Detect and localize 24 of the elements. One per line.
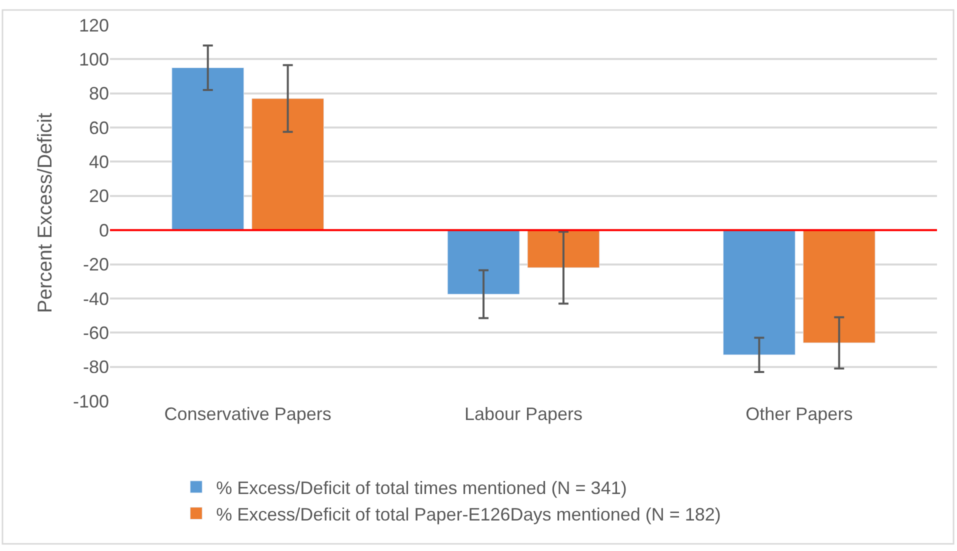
y-tick-label: 120 [78, 15, 109, 36]
x-tick-label: Other Papers [746, 404, 853, 424]
legend-label: % Excess/Deficit of total Paper-E126Days mentioned (N = 182) [216, 504, 721, 524]
y-tick-label: 0 [98, 220, 109, 240]
y-tick-label: -60 [82, 322, 109, 343]
y-tick-label: 40 [88, 152, 109, 172]
bar [527, 230, 600, 268]
bar [802, 230, 876, 344]
y-tick-label: -80 [82, 357, 109, 378]
y-tick-label: 20 [88, 186, 109, 206]
x-tick-label: Conservative Papers [164, 404, 332, 424]
y-tick-label: -20 [82, 254, 109, 275]
y-tick-label: 100 [78, 49, 109, 70]
bar [722, 230, 796, 356]
y-tick-label: -100 [72, 391, 109, 412]
y-axis-title: Percent Excess/Deficit [34, 112, 56, 314]
bar [172, 67, 244, 230]
y-tick-label: 60 [88, 118, 109, 138]
bar [252, 98, 324, 230]
y-tick-label: 80 [88, 84, 109, 104]
bar [447, 230, 520, 294]
legend-label: % Excess/Deficit of total times mentioned (N = 341) [216, 478, 627, 498]
y-tick-label: -40 [82, 288, 109, 309]
x-tick-label: Labour Papers [464, 404, 583, 424]
